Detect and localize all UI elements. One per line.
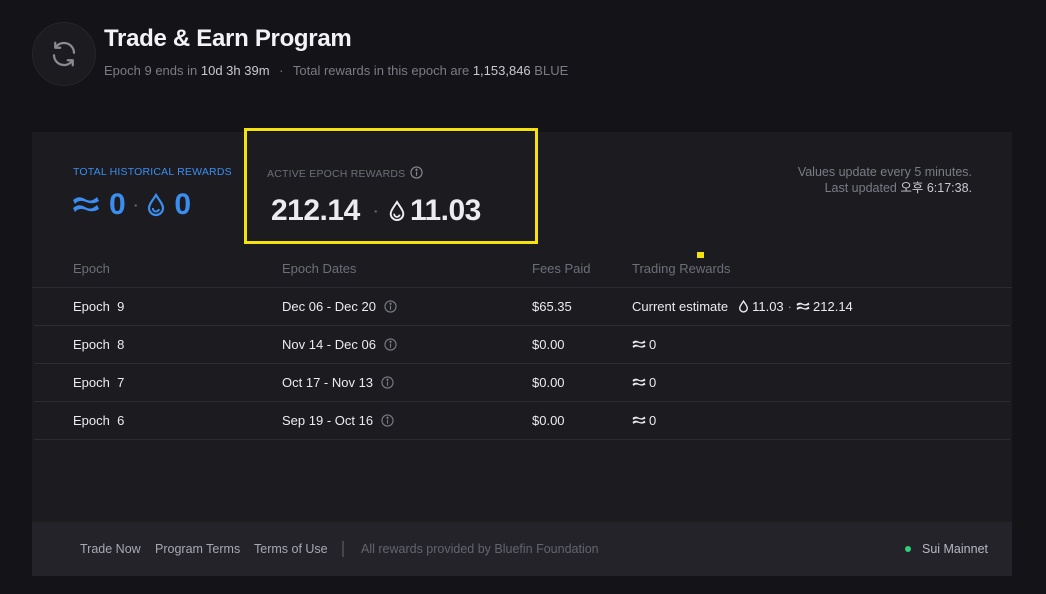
epoch-name: Epoch 9 bbox=[73, 299, 125, 314]
refresh-icon[interactable] bbox=[32, 22, 96, 86]
terms-of-use-link[interactable]: Terms of Use bbox=[254, 542, 328, 556]
column-header-dates: Epoch Dates bbox=[282, 261, 357, 276]
table-row: Epoch 6 Sep 19 - Oct 16 $0.00 0 bbox=[34, 402, 1010, 440]
epoch-dates: Sep 19 - Oct 16 bbox=[282, 413, 374, 428]
bluefin-waves-icon bbox=[632, 377, 646, 388]
sui-drop-icon bbox=[388, 200, 406, 222]
total-historical-rewards: TOTAL HISTORICAL REWARDS 0 · 0 bbox=[73, 166, 232, 222]
epoch-name: Epoch 7 bbox=[73, 375, 125, 390]
fees-paid: $65.35 bbox=[532, 299, 572, 314]
active-blue-value: 212.14 bbox=[271, 194, 360, 227]
active-epoch-highlight bbox=[244, 128, 538, 244]
bluefin-waves-icon bbox=[632, 415, 646, 426]
bluefin-waves-icon bbox=[796, 301, 810, 312]
footer: Trade Now Program Terms Terms of Use All… bbox=[32, 522, 1012, 576]
update-frequency-note: Values update every 5 minutes. bbox=[797, 165, 972, 179]
fees-paid: $0.00 bbox=[532, 375, 565, 390]
reward-blue-value: 0 bbox=[649, 337, 657, 352]
page-title: Trade & Earn Program bbox=[104, 24, 352, 52]
update-info: Values update every 5 minutes. Last upda… bbox=[798, 164, 972, 196]
epoch-dates: Nov 14 - Dec 06 bbox=[282, 337, 376, 352]
reward-estimate-label: Current estimate bbox=[632, 299, 729, 314]
fees-paid: $0.00 bbox=[532, 337, 565, 352]
footer-divider bbox=[342, 541, 344, 557]
network-status[interactable]: Sui Mainnet bbox=[904, 542, 988, 556]
epoch-ends-text: Epoch 9 ends in bbox=[104, 62, 198, 78]
column-header-fees: Fees Paid bbox=[532, 261, 591, 276]
last-updated-label: Last updated bbox=[824, 181, 897, 195]
table-header: Epoch Epoch Dates Fees Paid Trading Rewa… bbox=[32, 248, 1012, 288]
reward-blue-value: 212.14 bbox=[813, 299, 853, 314]
total-sui-value: 0 bbox=[174, 188, 192, 221]
reward-sui-value: 11.03 bbox=[752, 299, 784, 314]
page-header: Trade & Earn Program Epoch 9 ends in 10d… bbox=[32, 22, 568, 86]
program-terms-link[interactable]: Program Terms bbox=[155, 542, 241, 556]
bluefin-waves-icon bbox=[632, 339, 646, 350]
rewards-credits: All rewards provided by Bluefin Foundati… bbox=[361, 542, 599, 556]
rewards-text: Total rewards in this epoch are bbox=[292, 62, 470, 78]
trade-now-link[interactable]: Trade Now bbox=[80, 542, 141, 556]
epoch-dates: Dec 06 - Dec 20 bbox=[282, 299, 376, 314]
reward-blue-value: 0 bbox=[649, 413, 657, 428]
total-historical-label: TOTAL HISTORICAL REWARDS bbox=[73, 166, 232, 178]
highlight-marker bbox=[697, 252, 704, 258]
info-icon[interactable] bbox=[410, 166, 424, 182]
subtitle-separator: · bbox=[279, 62, 284, 78]
sui-drop-icon bbox=[738, 300, 749, 313]
total-rewards-value: 1,153,846 bbox=[472, 62, 531, 78]
time-remaining: 10d 3h 39m bbox=[200, 62, 270, 78]
epoch-name: Epoch 6 bbox=[73, 413, 125, 428]
total-separator: · bbox=[133, 197, 139, 213]
active-epoch-rewards: ACTIVE EPOCH REWARDS 212.14 · 11.03 bbox=[267, 166, 481, 228]
active-epoch-label: ACTIVE EPOCH REWARDS bbox=[267, 168, 406, 180]
info-icon[interactable] bbox=[384, 300, 397, 313]
last-updated-time: 오후 6:17:38. bbox=[900, 181, 972, 195]
total-blue-value: 0 bbox=[109, 188, 126, 221]
rewards-token: BLUE bbox=[534, 62, 569, 78]
table-row: Epoch 8 Nov 14 - Dec 06 $0.00 0 bbox=[34, 326, 1010, 364]
table-row: Epoch 7 Oct 17 - Nov 13 $0.00 0 bbox=[34, 364, 1010, 402]
reward-separator: · bbox=[787, 299, 793, 314]
active-sui-value: 11.03 bbox=[409, 194, 481, 227]
info-icon[interactable] bbox=[384, 338, 397, 351]
column-header-epoch: Epoch bbox=[73, 261, 110, 276]
epoch-name: Epoch 8 bbox=[73, 337, 125, 352]
info-icon[interactable] bbox=[381, 414, 394, 427]
reward-blue-value: 0 bbox=[649, 375, 657, 390]
column-header-rewards: Trading Rewards bbox=[632, 261, 731, 276]
epoch-subtitle: Epoch 9 ends in 10d 3h 39m · Total rewar… bbox=[104, 63, 568, 78]
info-icon[interactable] bbox=[381, 376, 394, 389]
rewards-card: TOTAL HISTORICAL REWARDS 0 · 0 ACTIVE EP… bbox=[32, 128, 1012, 576]
sui-drop-icon bbox=[146, 193, 166, 217]
fees-paid: $0.00 bbox=[532, 413, 565, 428]
active-separator: · bbox=[373, 203, 379, 219]
network-name: Sui Mainnet bbox=[921, 542, 988, 556]
status-dot bbox=[904, 546, 911, 552]
epoch-dates: Oct 17 - Nov 13 bbox=[282, 375, 374, 390]
bluefin-waves-icon bbox=[73, 194, 99, 216]
table-row: Epoch 9 Dec 06 - Dec 20 $65.35 Current e… bbox=[34, 288, 1010, 326]
